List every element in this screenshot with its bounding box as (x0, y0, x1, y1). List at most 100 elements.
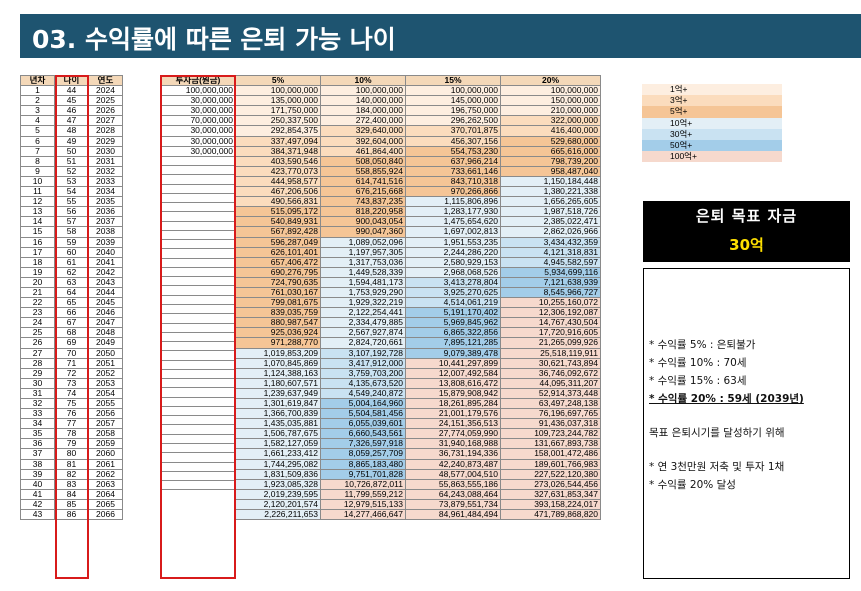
page-title: 03. 수익률에 따른 은퇴 가능 나이 (32, 25, 396, 54)
table-row (160, 387, 236, 398)
cell-rate-10: 272,400,000 (320, 115, 406, 127)
cell-nyeoncha: 15 (20, 226, 55, 238)
cell-nyeoncha: 3 (20, 105, 55, 117)
table-row (160, 220, 236, 231)
cell-rate-20: 2,385,022,471 (500, 216, 601, 228)
table-row (160, 155, 236, 167)
table-row: 17 60 2040 (20, 246, 123, 258)
title-bar: 03. 수익률에 따른 은퇴 가능 나이 (20, 14, 861, 58)
cell-year: 2024 (88, 85, 123, 97)
cell-nyeoncha: 11 (20, 186, 55, 198)
cell-rate-20: 76,196,697,765 (500, 408, 601, 420)
cell-year: 2048 (88, 327, 123, 339)
table-row: 540,849,931 900,043,054 1,475,654,620 2,385… (235, 216, 601, 228)
cell-nyeoncha: 37 (20, 448, 55, 460)
cell-nyeoncha: 12 (20, 196, 55, 208)
cell-rate-10: 329,640,000 (320, 125, 406, 137)
table-row: 467,206,506 676,215,668 970,266,866 1,380,2… (235, 186, 601, 198)
table-row: 9 52 2032 (20, 165, 123, 177)
cell-rate-5: 1,506,787,675 (235, 428, 321, 440)
cell-nyeoncha: 4 (20, 115, 55, 127)
cell-investment (160, 331, 236, 343)
cell-rate-5: 925,036,924 (235, 327, 321, 339)
cell-investment (160, 452, 236, 463)
table-row (160, 211, 236, 222)
table-row: 2,120,201,574 12,979,515,133 73,879,551,73… (235, 498, 601, 511)
cell-rate-5: 1,831,509,836 (235, 468, 321, 480)
table-row: 4 47 2027 (20, 115, 123, 127)
cell-rate-15: 64,243,088,464 (405, 488, 501, 500)
cell-nyeoncha: 30 (20, 377, 55, 389)
cell-investment (160, 276, 236, 287)
table-row: 490,566,831 743,837,235 1,115,806,896 1,656… (235, 196, 601, 208)
cell-nyeoncha: 42 (20, 498, 55, 511)
legend-item: 3억+ (642, 95, 782, 107)
cell-age: 69 (54, 337, 89, 349)
cell-rate-10: 1,594,481,173 (320, 276, 406, 288)
cell-rate-20: 17,720,916,605 (500, 327, 601, 339)
table-row: 100,000,000 (160, 85, 236, 97)
cell-rate-10: 100,000,000 (320, 85, 406, 97)
table-row: 26 69 2049 (20, 337, 123, 349)
table-row: 30,000,000 (160, 95, 236, 107)
cell-rate-10: 1,197,957,305 (320, 246, 406, 258)
table-row (160, 405, 236, 417)
cell-year: 2042 (88, 266, 123, 278)
cell-age: 53 (54, 175, 89, 188)
note-rate-10: * 수익률 10% : 70세 (649, 357, 747, 369)
cell-rate-20: 21,265,099,926 (500, 337, 601, 349)
table-row: 30,000,000 (160, 135, 236, 147)
cell-investment (160, 341, 236, 352)
cell-rate-5: 1,435,035,881 (235, 418, 321, 430)
table-row: 2,226,211,653 14,277,466,647 84,961,484,49… (235, 509, 601, 521)
table-row: 1,506,787,675 6,660,543,561 27,774,059,990… (235, 428, 601, 440)
table-row: 3 46 2026 (20, 105, 123, 117)
cell-investment (160, 378, 236, 389)
cell-rate-10: 1,753,929,290 (320, 286, 406, 299)
cell-year: 2054 (88, 387, 123, 400)
cell-year: 2065 (88, 498, 123, 511)
cell-rate-10: 900,043,054 (320, 216, 406, 228)
cell-investment (160, 396, 236, 407)
table-row: 2,019,239,595 11,799,559,212 64,243,088,46… (235, 488, 601, 500)
table-row (160, 433, 236, 444)
cell-nyeoncha: 38 (20, 458, 55, 470)
table-row: 23 66 2046 (20, 307, 123, 319)
cell-age: 72 (54, 367, 89, 379)
table-row: 10 53 2033 (20, 175, 123, 188)
cell-nyeoncha: 21 (20, 286, 55, 299)
cell-investment (160, 266, 236, 278)
cell-rate-20: 52,914,373,448 (500, 387, 601, 400)
cell-rate-15: 970,266,866 (405, 186, 501, 198)
table-row (160, 480, 236, 491)
cell-rate-15: 2,580,929,153 (405, 256, 501, 268)
table-row: 36 79 2059 (20, 438, 123, 450)
cell-investment (160, 229, 236, 241)
cell-investment (160, 359, 236, 370)
cell-year: 2062 (88, 468, 123, 480)
table-row: 28 71 2051 (20, 357, 123, 369)
cell-nyeoncha: 26 (20, 337, 55, 349)
cell-rate-20: 471,789,868,820 (500, 509, 601, 521)
cell-age: 76 (54, 408, 89, 420)
cell-rate-15: 6,865,322,856 (405, 327, 501, 339)
cell-nyeoncha: 1 (20, 85, 55, 97)
table-row: 567,892,428 990,047,360 1,697,002,813 2,862… (235, 226, 601, 238)
cell-nyeoncha: 7 (20, 145, 55, 157)
cell-rate-20: 7,121,638,939 (500, 276, 601, 288)
table-row: 30 73 2053 (20, 377, 123, 389)
cell-rate-5: 1,366,700,839 (235, 408, 321, 420)
table-row: 27 70 2050 (20, 347, 123, 359)
cell-year: 2049 (88, 337, 123, 349)
cell-rate-5: 515,095,172 (235, 206, 321, 218)
cell-rate-10: 3,417,912,000 (320, 357, 406, 369)
cell-nyeoncha: 8 (20, 155, 55, 167)
note-rate-20: * 수익률 20% : 59세 (2039년) (649, 393, 804, 405)
cell-rate-5: 2,120,201,574 (235, 498, 321, 511)
cell-rate-10: 2,824,720,661 (320, 337, 406, 349)
table-row (160, 202, 236, 213)
cell-age: 81 (54, 458, 89, 470)
cell-rate-20: 416,400,000 (500, 125, 601, 137)
cell-rate-20: 36,746,092,672 (500, 367, 601, 379)
cell-year: 2058 (88, 428, 123, 440)
